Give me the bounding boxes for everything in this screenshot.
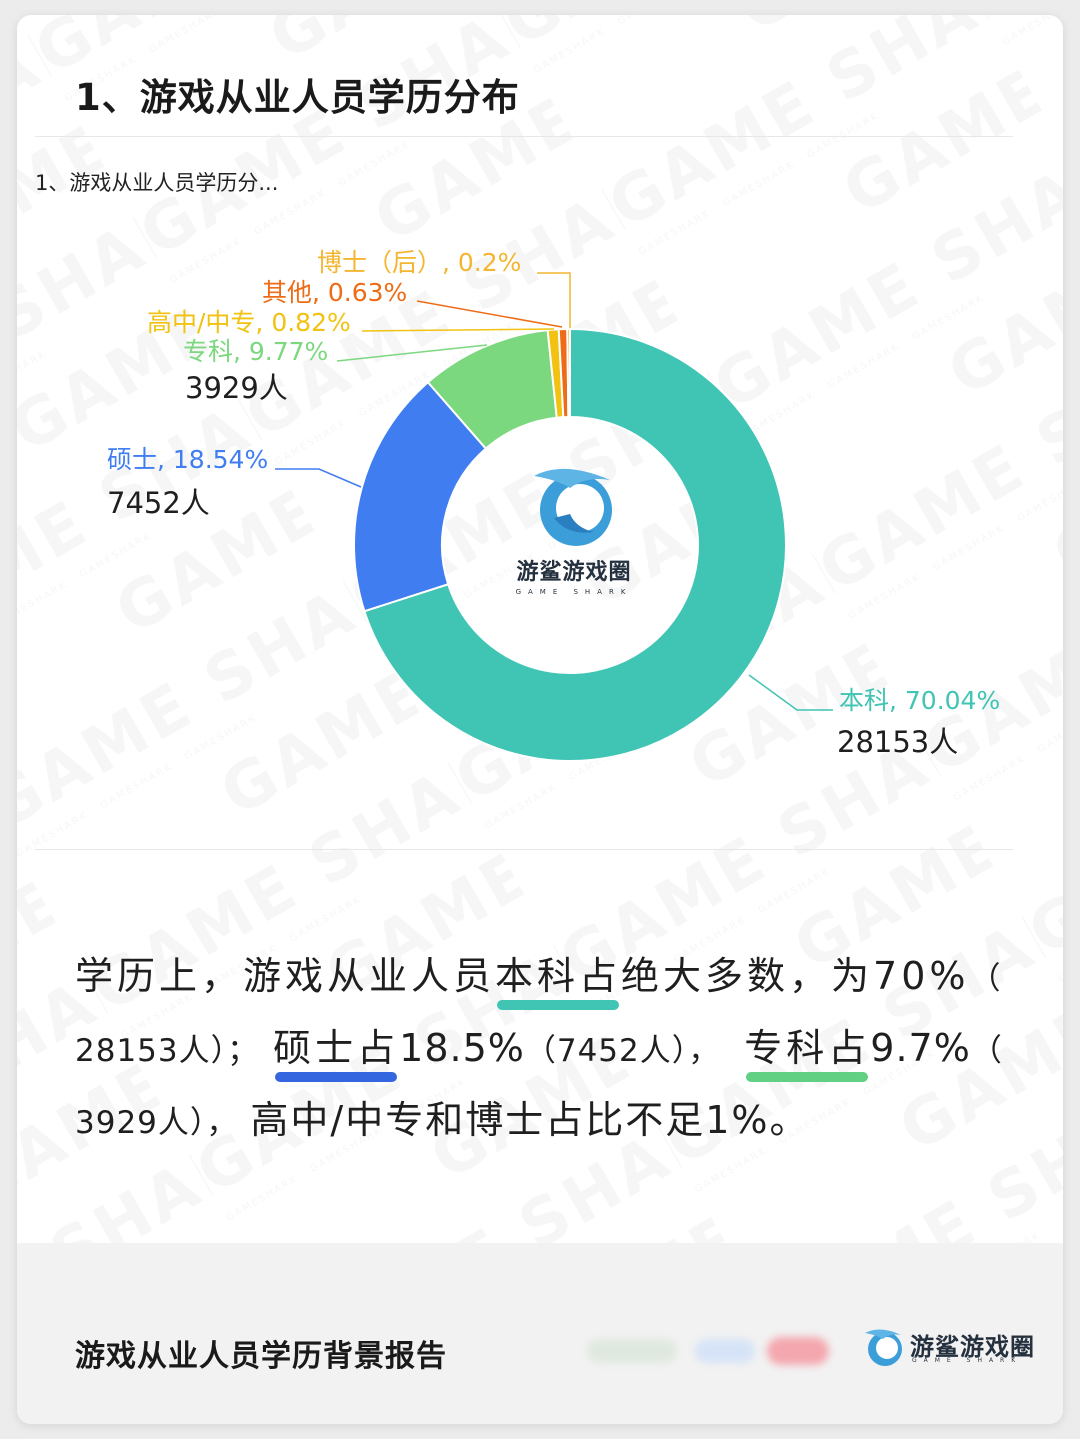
summary-line-2: 28153人）； 硕士占 18.5%（7452人）， 专科占 9.7%（ [75,1017,1003,1082]
highlight-text: 本科占 [495,954,622,998]
summary-segment: 28153人）； [75,1033,260,1069]
highlight-text: 专科占 [744,1026,871,1070]
chart-caption: 1、游戏从业人员学历分... [35,171,279,195]
leader-benke [748,674,833,711]
leader-qita [416,300,563,328]
summary-segment: 高中/中专和博士占比不足1%。 [250,1098,810,1142]
label-shuoshi: 硕士, 18.54% [107,445,269,474]
summary-segment: 3929人）， [75,1105,239,1141]
underline-green [746,1072,869,1082]
footer-title: 游戏从业人员学历背景报告 [75,1339,447,1374]
count-benke: 28153人 [837,725,959,759]
summary-segment: （7452人）， [524,1033,721,1069]
title-divider [35,136,1013,137]
blurred-badge-1 [587,1339,677,1363]
donut-slice-5 [566,327,571,419]
label-gaozhong: 高中/中专, 0.82% [147,308,351,337]
summary-segment: 绝大多数，为70% [621,954,970,998]
page-title: 1、游戏从业人员学历分布 [75,76,520,119]
shark-icon [865,1329,902,1366]
center-logo: 游鲨游戏圈 GAME SHARK [514,458,634,596]
summary-segment: （ [969,961,1002,997]
footer-logo: 游鲨游戏圈 GAME SHARK [862,1325,1042,1369]
count-zhuanke: 3929人 [185,371,288,405]
center-logo-text: 游鲨游戏圈 [516,560,632,585]
center-logo-subtext: GAME SHARK [515,588,633,596]
donut-chart [275,272,833,762]
highlight-zhuanke: 专科占 [744,1017,871,1082]
footer-logo-subtext: GAME SHARK [912,1357,1023,1364]
label-zhuanke: 专科, 9.77% [183,337,329,366]
underline-blue [275,1072,398,1082]
leader-zhuanke [336,344,488,362]
chart-divider [35,849,1013,850]
summary-line-3: 3929人）， 高中/中专和博士占比不足1%。 [75,1089,810,1144]
leader-lines [275,272,833,711]
donut-slice-0 [363,327,787,762]
highlight-shuoshi: 硕士占 [273,1017,400,1082]
label-benke: 本科, 70.04% [839,686,1001,715]
highlight-benke: 本科占 [495,945,622,1010]
blurred-badge-2 [695,1339,755,1363]
blurred-badge-3 [767,1337,829,1365]
count-shuoshi: 7452人 [107,486,210,520]
label-qita: 其他, 0.63% [262,278,408,307]
summary-line-1: 学历上，游戏从业人员本科占 绝大多数，为70%（ [75,945,1002,1010]
summary-segment: 9.7% [870,1026,971,1070]
donut-slice-1 [353,380,488,613]
shark-icon [534,468,612,546]
leader-boshi [537,272,571,328]
donut-slices [353,327,787,762]
footer-bar: 游戏从业人员学历背景报告 游鲨游戏圈 GAME SHARK [17,1243,1063,1424]
leader-shuoshi [275,468,362,488]
summary-segment: 学历上，游戏从业人员 [75,954,496,998]
footer-logo-text: 游鲨游戏圈 [910,1333,1035,1361]
highlight-text: 硕士占 [273,1026,400,1070]
label-boshi: 博士（后）, 0.2% [317,248,522,277]
leader-gaozhong [361,328,555,332]
summary-segment: （ [970,1033,1003,1069]
summary-segment: 18.5% [399,1026,525,1070]
underline-teal [497,1000,620,1010]
